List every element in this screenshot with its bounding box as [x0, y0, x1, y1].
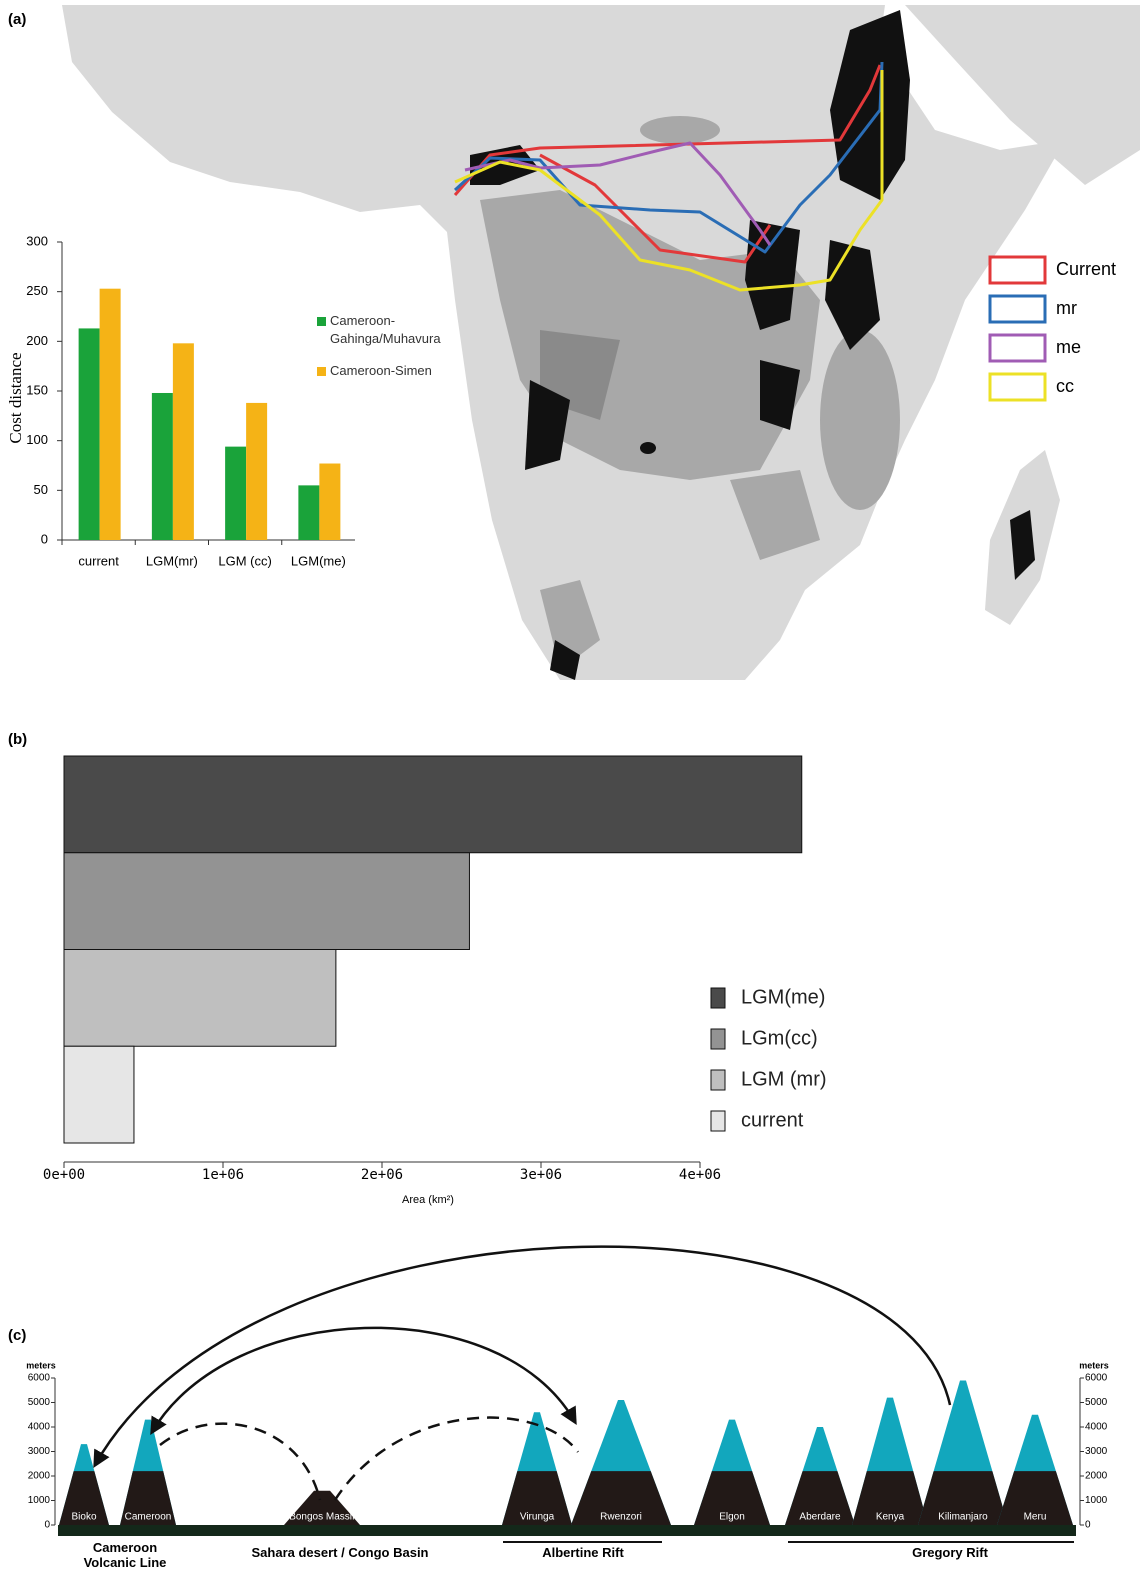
- panel-label: (b): [8, 731, 27, 748]
- mountain-label: Meru: [1024, 1512, 1047, 1523]
- panel-label: (a): [8, 11, 26, 28]
- legend-swatch: [317, 367, 326, 376]
- route-legend-swatch: [990, 374, 1045, 400]
- legend-swatch: [711, 1070, 725, 1090]
- group-label: Sahara desert / Congo Basin: [220, 1545, 460, 1560]
- mountain-label: Kilimanjaro: [938, 1512, 988, 1523]
- y-tick-label: 250: [26, 283, 48, 298]
- legend-label: LGm(cc): [741, 1027, 818, 1049]
- y-tick-label: 50: [34, 482, 48, 497]
- arrow: [152, 1328, 575, 1432]
- x-tick-label: LGM (cc): [218, 553, 271, 568]
- group-label: Albertine Rift: [503, 1545, 663, 1560]
- route-legend-swatch: [990, 335, 1045, 361]
- y-tick-label: 200: [26, 333, 48, 348]
- y-tick-label: 3000: [1085, 1446, 1108, 1457]
- legend-label: Cameroon-Gahinga/Muhavura: [330, 312, 460, 348]
- route-legend-swatch: [990, 257, 1045, 283]
- route-legend-label: cc: [1056, 376, 1074, 396]
- x-axis-label: Area (km²): [402, 1194, 454, 1206]
- mountain-label: Bongos Massif: [289, 1512, 355, 1523]
- y-tick-label: 5000: [28, 1397, 51, 1408]
- legend-label: current: [741, 1109, 804, 1131]
- x-tick-label: LGM(mr): [146, 553, 198, 568]
- x-tick-label: 0e+00: [43, 1167, 85, 1183]
- mountain-label: Cameroon: [125, 1512, 172, 1523]
- legend-label: LGM (mr): [741, 1068, 827, 1090]
- y-axis-label: Cost distance: [6, 352, 25, 443]
- mountain-label: Virunga: [520, 1512, 555, 1523]
- bar: [100, 289, 121, 540]
- bar: [64, 950, 336, 1047]
- mountain-label: Kenya: [876, 1512, 905, 1523]
- y-tick-label: 150: [26, 382, 48, 397]
- group-label: Cameroon Volcanic Line: [75, 1540, 175, 1570]
- y-tick-label: 100: [26, 432, 48, 447]
- ground: [58, 1525, 1076, 1536]
- y-tick-label: 3000: [28, 1446, 51, 1457]
- figure: (a) (b) (c) Current mr me cc 0 50 100 150 200 250 300…: [0, 0, 1143, 1591]
- bar: [64, 756, 802, 853]
- legend-label: LGM(me): [741, 986, 825, 1008]
- y-tick-label: 0: [1085, 1520, 1091, 1531]
- bar: [152, 393, 173, 540]
- y-tick-label: 5000: [1085, 1397, 1108, 1408]
- x-tick-label: 1e+06: [202, 1167, 244, 1183]
- x-tick-label: 4e+06: [679, 1167, 721, 1183]
- y-tick-label: 6000: [28, 1373, 51, 1384]
- panel-label: (c): [8, 1327, 26, 1344]
- route-legend-label: Current: [1056, 259, 1116, 279]
- y-tick-label: 300: [26, 233, 48, 248]
- bar: [64, 853, 469, 950]
- y-tick-label: 6000: [1085, 1373, 1108, 1384]
- x-tick-label: 2e+06: [361, 1167, 403, 1183]
- bar: [298, 485, 319, 540]
- y-tick-label: 4000: [1085, 1422, 1108, 1433]
- mountain-label: Rwenzori: [600, 1512, 642, 1523]
- bar: [173, 343, 194, 540]
- route-legend-label: mr: [1056, 298, 1077, 318]
- figure-canvas: (a) (b) (c) Current mr me cc 0 50 100 150 200 250 300…: [0, 0, 1143, 1591]
- bar: [225, 447, 246, 540]
- y-tick-label: 0: [44, 1520, 50, 1531]
- y-tick-label: 1000: [1085, 1495, 1108, 1506]
- group-label: Gregory Rift: [850, 1545, 1050, 1560]
- x-tick-label: LGM(me): [291, 553, 346, 568]
- legend-swatch: [711, 1111, 725, 1131]
- dashed-link: [160, 1424, 320, 1500]
- y-tick-label: 2000: [1085, 1471, 1108, 1482]
- mountain-label: Bioko: [71, 1512, 96, 1523]
- x-tick-label: 3e+06: [520, 1167, 562, 1183]
- route-legend-swatch: [990, 296, 1045, 322]
- route-legend-label: me: [1056, 337, 1081, 357]
- legend-swatch: [711, 1029, 725, 1049]
- bar: [246, 403, 267, 540]
- x-tick-label: current: [78, 553, 119, 568]
- bar: [64, 1046, 134, 1143]
- bar: [79, 328, 100, 540]
- legend-label: Cameroon-Simen: [330, 362, 460, 380]
- y-axis-unit: meters: [1079, 1360, 1109, 1370]
- legend-swatch: [317, 317, 326, 326]
- mountain-label: Elgon: [719, 1512, 745, 1523]
- bar: [319, 464, 340, 540]
- y-tick-label: 1000: [28, 1495, 51, 1506]
- legend-swatch: [711, 988, 725, 1008]
- y-axis-unit: meters: [26, 1360, 56, 1370]
- mountain-label: Aberdare: [799, 1512, 841, 1523]
- map: [62, 5, 1140, 680]
- y-tick-label: 0: [41, 531, 48, 546]
- y-tick-label: 2000: [28, 1471, 51, 1482]
- y-tick-label: 4000: [28, 1422, 51, 1433]
